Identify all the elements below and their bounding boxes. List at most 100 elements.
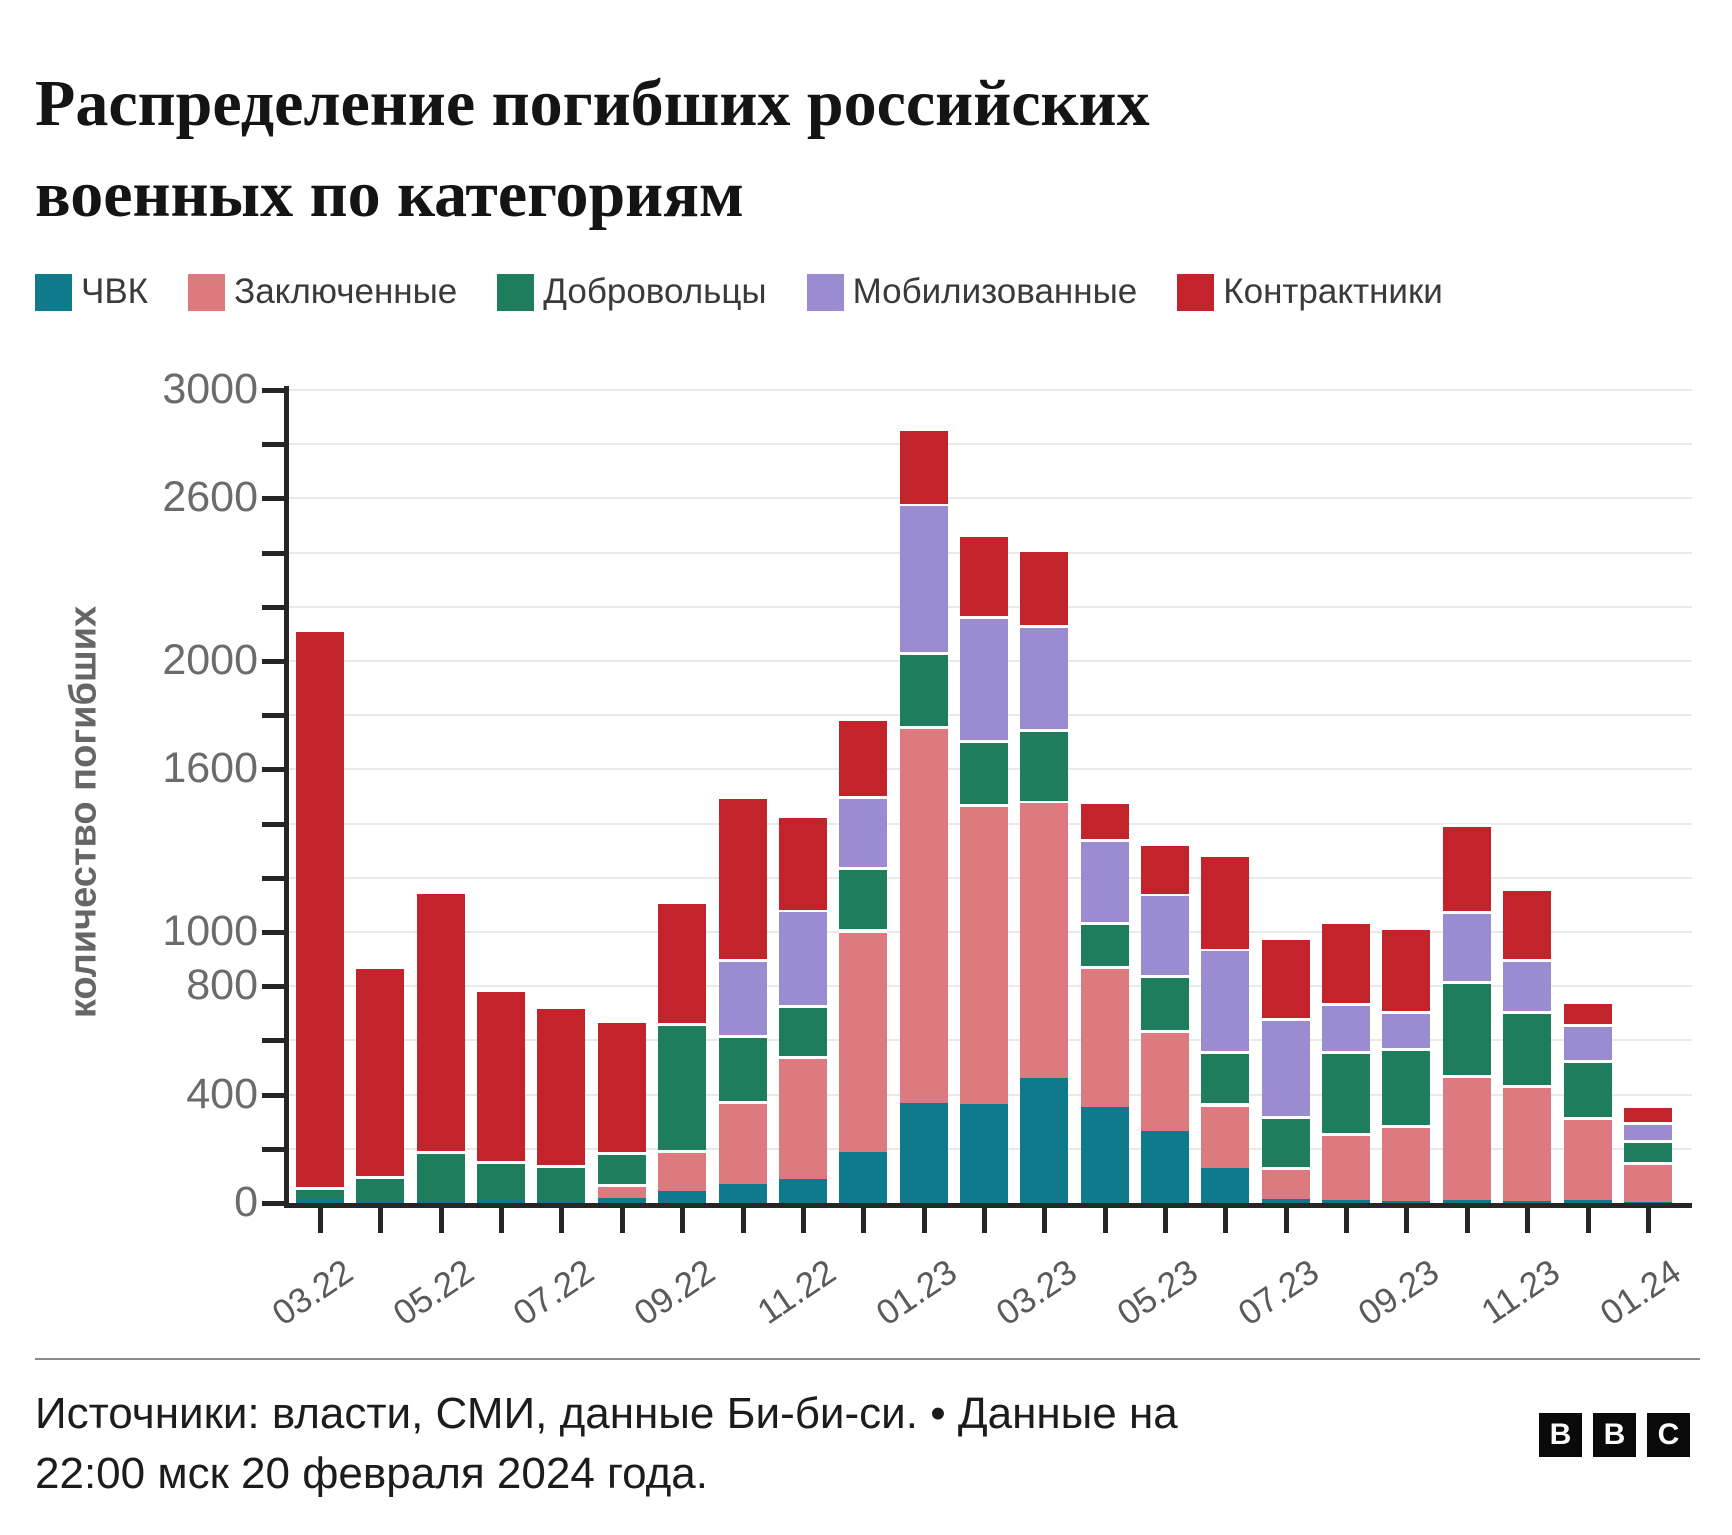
bar-segment-Заключенные-07.23 [1262, 1167, 1310, 1199]
legend-item-Мобилизованные: Мобилизованные [806, 272, 1138, 312]
bar-segment-Контрактники-05.22 [417, 891, 465, 1151]
bar-segment-Добровольцы-09.23 [1382, 1048, 1430, 1125]
gridline-2600 [288, 497, 1692, 500]
bar-segment-Заключенные-09.23 [1382, 1125, 1430, 1201]
x-axis-line [284, 1203, 1692, 1208]
x-axis-tick-05.23 [1163, 1207, 1169, 1233]
bar-segment-Мобилизованные-03.23 [1020, 625, 1068, 729]
bar-segment-Мобилизованные-10.23 [1443, 911, 1491, 981]
bar-segment-Добровольцы-07.22 [537, 1165, 585, 1201]
legend-label-Контрактники: Контрактники [1223, 272, 1443, 311]
bar-segment-Заключенные-12.23 [1564, 1117, 1612, 1200]
x-axis-tick-10.23 [1464, 1207, 1470, 1233]
bar-segment-Контрактники-05.23 [1141, 843, 1189, 894]
y-axis-tick-2600 [262, 496, 284, 502]
bar-segment-Контрактники-04.22 [356, 966, 404, 1176]
bar-segment-Контрактники-10.23 [1443, 824, 1491, 911]
x-axis-tick-12.23 [1585, 1207, 1591, 1233]
legend-item-Контрактники: Контрактники [1177, 272, 1443, 312]
legend-label-Заключенные: Заключенные [234, 272, 458, 311]
y-axis-tick-800 [262, 984, 284, 990]
x-axis-tick-09.22 [680, 1207, 686, 1233]
bar-segment-Контрактники-01.23 [900, 428, 948, 504]
bar-segment-Добровольцы-11.22 [779, 1005, 827, 1056]
bar-segment-ЧВК-12.23 [1564, 1200, 1612, 1203]
bar-segment-ЧВК-05.23 [1141, 1131, 1189, 1203]
x-axis-tick-03.23 [1042, 1207, 1048, 1233]
bar-segment-Мобилизованные-02.23 [960, 616, 1008, 740]
y-axis-tick-1200 [262, 875, 284, 881]
bar-segment-Мобилизованные-04.23 [1081, 839, 1129, 922]
page-title: Распределение погибших российских военны… [35, 58, 1150, 240]
bar-segment-Контрактники-06.22 [477, 989, 525, 1161]
bar-segment-Добровольцы-08.22 [598, 1152, 646, 1184]
bar-segment-Добровольцы-01.23 [900, 652, 948, 726]
chart-legend: ЧВК Заключенные Добровольцы Мобилизованные К… [35, 272, 1443, 312]
y-axis-label-400: 400 [186, 1069, 258, 1118]
bar-segment-Добровольцы-09.22 [658, 1023, 706, 1150]
bar-segment-Заключенные-11.23 [1503, 1085, 1551, 1201]
bar-segment-ЧВК-12.22 [839, 1152, 887, 1203]
bar-segment-Мобилизованные-01.24 [1624, 1122, 1672, 1140]
bar-segment-Добровольцы-01.24 [1624, 1140, 1672, 1162]
bar-segment-Добровольцы-08.23 [1322, 1051, 1370, 1133]
legend-label-Мобилизованные: Мобилизованные [852, 272, 1138, 311]
bar-segment-ЧВК-03.23 [1020, 1078, 1068, 1203]
bar-segment-ЧВК-11.23 [1503, 1200, 1551, 1203]
bar-segment-Заключенные-10.22 [719, 1101, 767, 1184]
bar-segment-Контрактники-09.22 [658, 901, 706, 1023]
bar-segment-Мобилизованные-08.23 [1322, 1003, 1370, 1051]
bar-segment-Добровольцы-11.23 [1503, 1011, 1551, 1085]
x-axis-tick-03.22 [318, 1207, 323, 1233]
bar-segment-Заключенные-09.22 [658, 1150, 706, 1191]
x-axis-tick-11.22 [800, 1207, 806, 1233]
bar-segment-Контрактники-11.22 [779, 815, 827, 910]
bbc-logo-letter-b1: B [1539, 1413, 1582, 1457]
x-axis-tick-05.22 [438, 1207, 444, 1233]
bar-segment-Мобилизованные-09.23 [1382, 1011, 1430, 1048]
bar-segment-Заключенные-11.22 [779, 1056, 827, 1179]
y-axis-tick-2400 [262, 550, 284, 556]
bar-segment-Добровольцы-12.22 [839, 867, 887, 929]
bar-segment-ЧВК-10.23 [1443, 1200, 1491, 1203]
x-axis-tick-11.23 [1525, 1207, 1531, 1233]
y-axis-label-800: 800 [186, 961, 258, 1010]
legend-label-ЧВК: ЧВК [81, 272, 149, 311]
y-axis-tick-2200 [262, 604, 284, 610]
bar-segment-Контрактники-12.22 [839, 718, 887, 796]
bar-segment-Контрактники-11.23 [1503, 888, 1551, 959]
x-axis-tick-10.22 [740, 1207, 746, 1233]
bar-segment-Добровольцы-05.23 [1141, 975, 1189, 1030]
bar-segment-Заключенные-04.23 [1081, 966, 1129, 1107]
bar-segment-ЧВК-03.22 [296, 1199, 344, 1203]
x-axis-tick-12.22 [861, 1207, 867, 1233]
y-axis-tick-2800 [262, 442, 284, 448]
y-axis-tick-3000 [262, 388, 284, 393]
bar-segment-Добровольцы-04.22 [356, 1176, 404, 1201]
page-title-line2: военных по категориям [35, 158, 744, 232]
bar-segment-Контрактники-01.24 [1624, 1105, 1672, 1122]
bar-segment-Контрактники-10.22 [719, 796, 767, 959]
y-axis-tick-400 [262, 1092, 284, 1098]
bar-segment-ЧВК-10.22 [719, 1184, 767, 1203]
legend-swatch-icon-Добровольцы [497, 273, 535, 311]
bar-segment-Мобилизованные-07.23 [1262, 1018, 1310, 1116]
bar-segment-ЧВК-02.23 [960, 1104, 1008, 1203]
bar-segment-Контрактники-06.23 [1201, 854, 1249, 949]
y-axis-tick-0 [262, 1201, 284, 1206]
bar-segment-Добровольцы-04.23 [1081, 922, 1129, 966]
bar-segment-Добровольцы-12.23 [1564, 1060, 1612, 1117]
legend-item-ЧВК: ЧВК [35, 272, 148, 312]
bar-segment-ЧВК-04.22 [356, 1200, 404, 1203]
bar-segment-Добровольцы-02.23 [960, 740, 1008, 804]
page-title-line1: Распределение погибших российских [35, 67, 1150, 140]
bar-segment-ЧВК-01.23 [900, 1103, 948, 1203]
y-axis-tick-2000 [262, 659, 284, 664]
bar-segment-Мобилизованные-11.23 [1503, 959, 1551, 1011]
bar-segment-Добровольцы-03.23 [1020, 729, 1068, 801]
x-axis-tick-04.22 [378, 1207, 384, 1233]
bar-segment-ЧВК-08.23 [1322, 1200, 1370, 1203]
y-axis-tick-600 [262, 1038, 284, 1044]
y-axis-line [284, 386, 289, 1208]
